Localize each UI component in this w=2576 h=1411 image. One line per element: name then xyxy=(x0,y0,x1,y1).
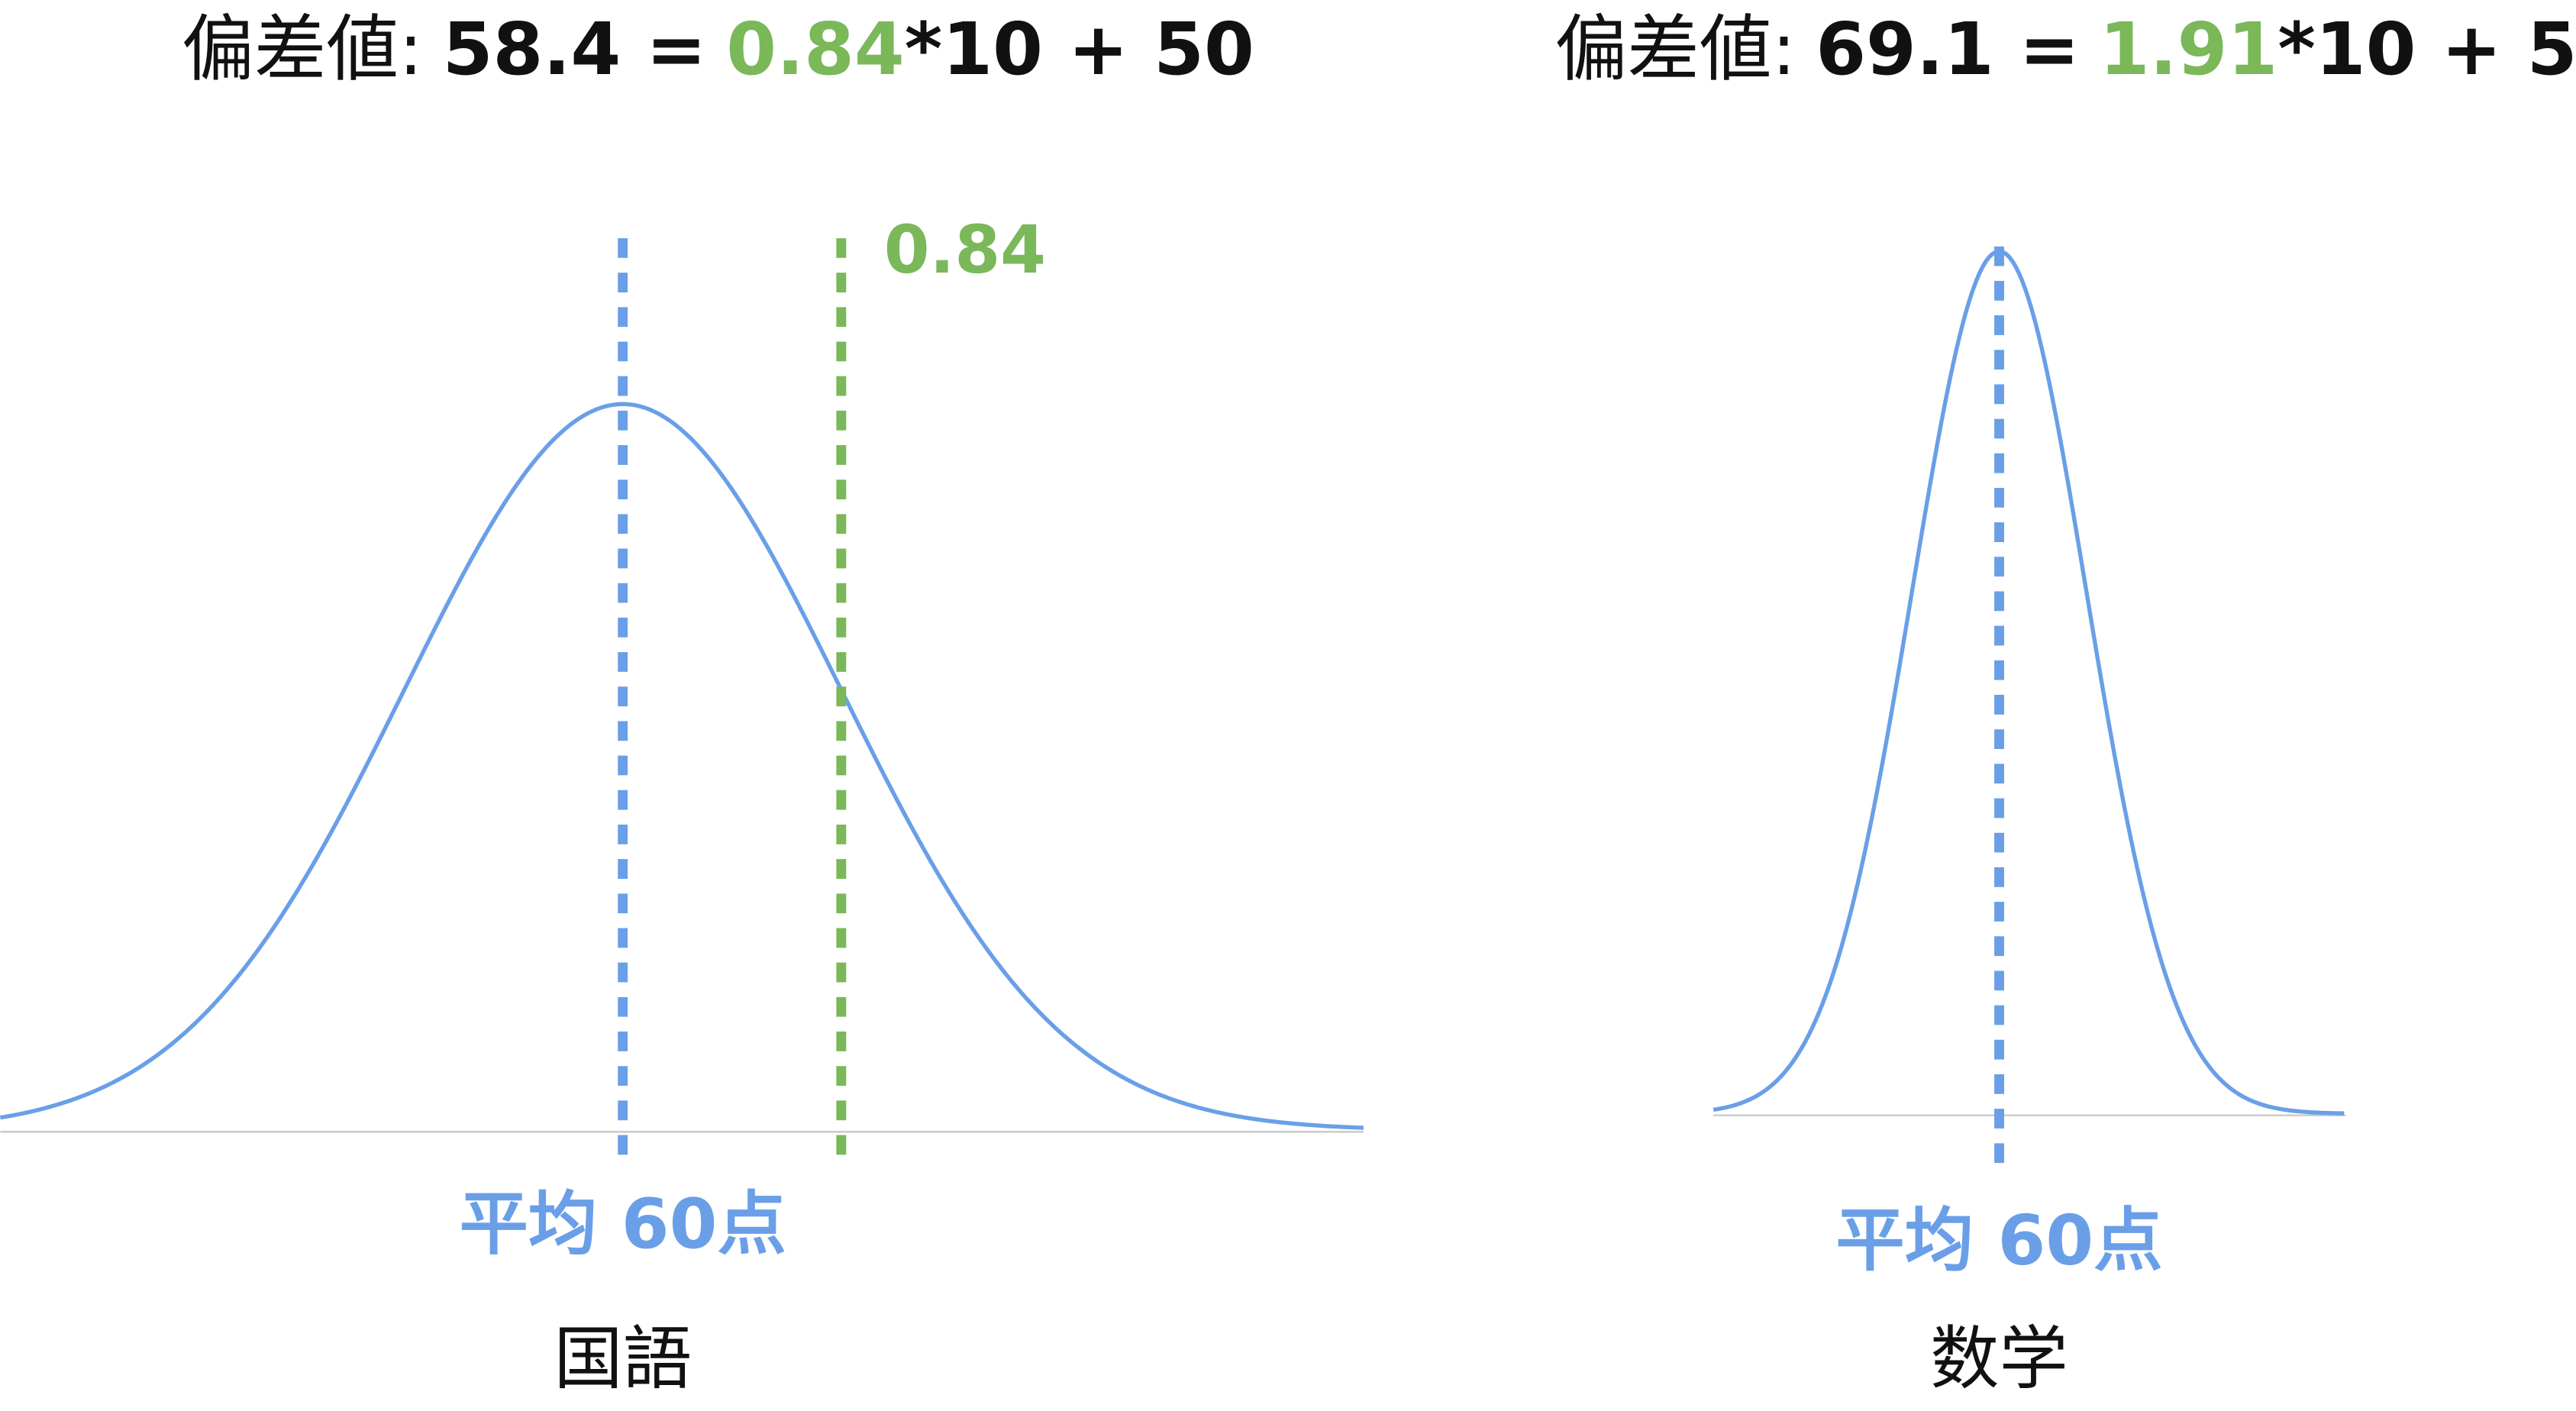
title-rest: *10 + 50 xyxy=(905,8,1254,92)
title-label: 偏差値: xyxy=(182,8,423,92)
title: 偏差値:69.1 =1.91*10 + 50 xyxy=(1555,8,2576,92)
title-z: 1.91 xyxy=(2100,8,2278,92)
title-score: 69.1 = xyxy=(1816,8,2080,92)
mean-label: 平均 60点 xyxy=(460,1184,786,1264)
title-label: 偏差値: xyxy=(1555,8,1796,92)
subject-label: 数学 xyxy=(1930,1319,2068,1400)
distribution-curve xyxy=(0,402,1364,1130)
z-label: 0.84 xyxy=(884,212,1046,289)
title-rest: *10 + 50 xyxy=(2277,8,2576,92)
title-score: 58.4 = xyxy=(443,8,707,92)
mean-label: 平均 60点 xyxy=(1835,1201,2162,1281)
title-z: 0.84 xyxy=(726,8,905,92)
subject-label: 国語 xyxy=(554,1319,692,1400)
title: 偏差値: 58.4 = 0.84*10 + 50 xyxy=(182,8,1254,92)
distribution-curve xyxy=(1712,249,2345,1116)
